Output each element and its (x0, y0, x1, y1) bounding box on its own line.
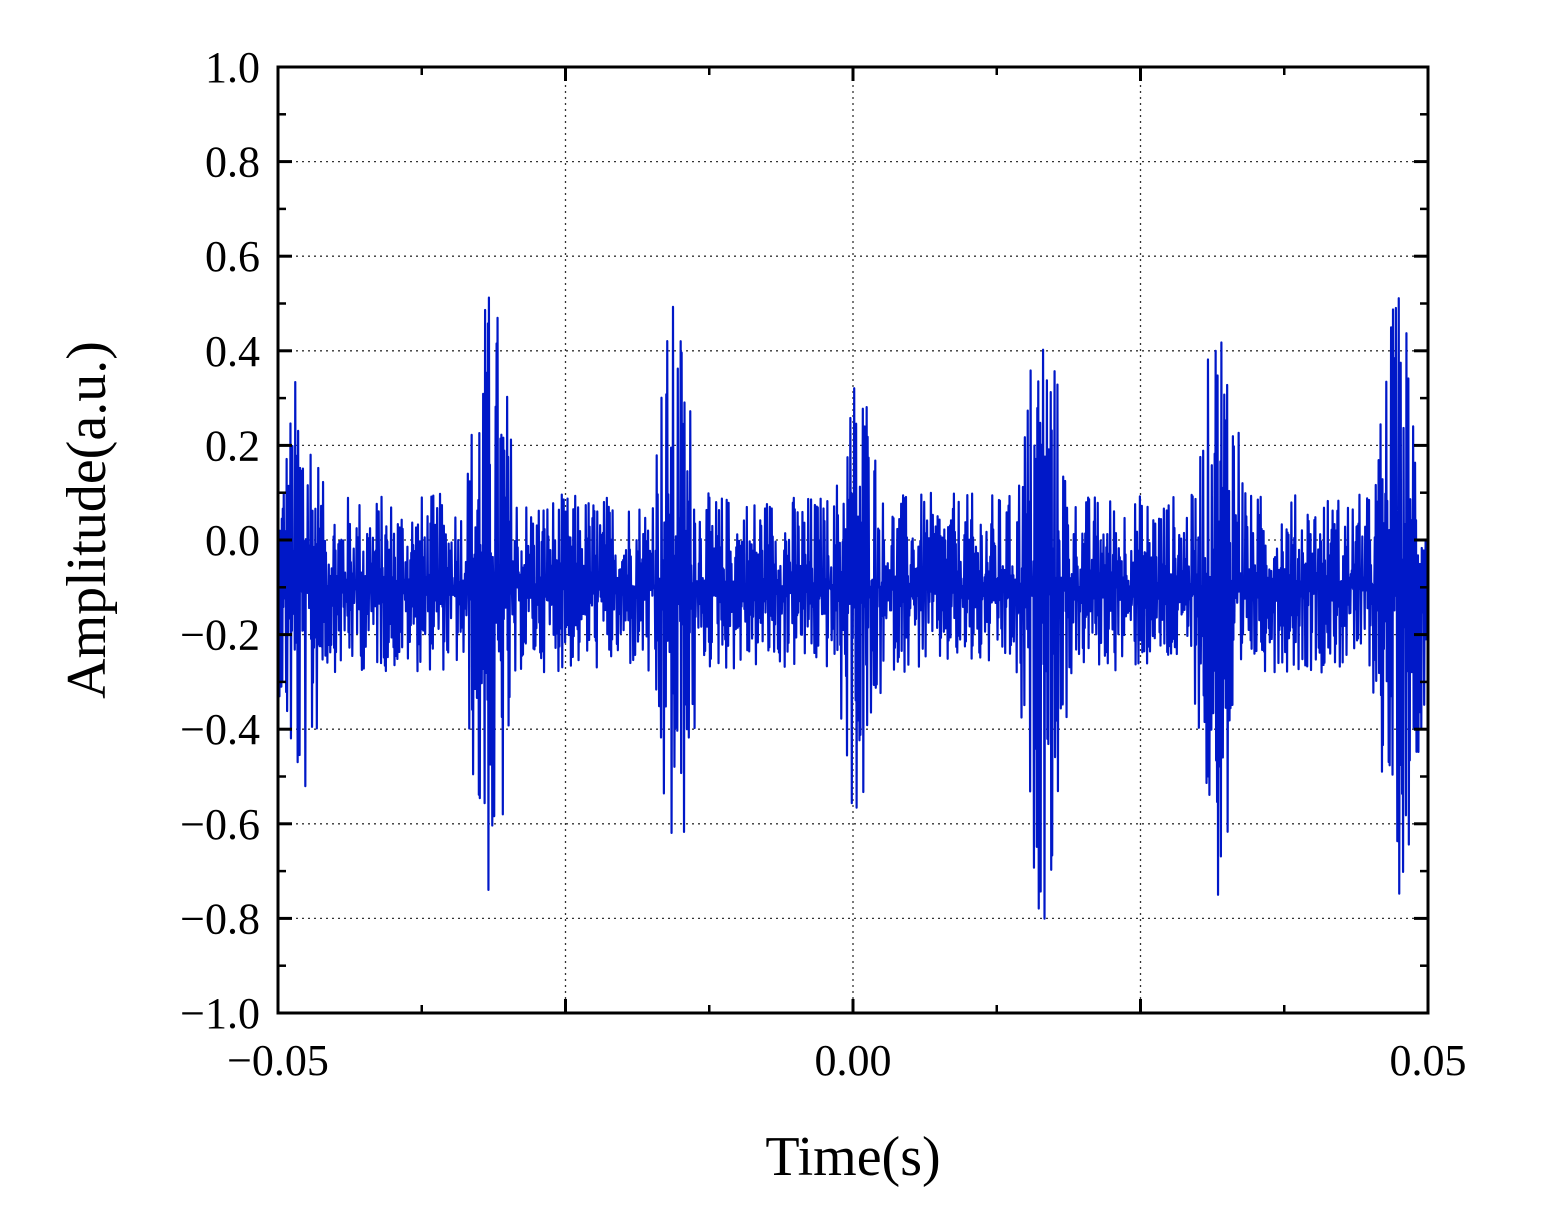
x-axis-title: Time(s) (765, 1126, 940, 1188)
y-tick-label: 0.2 (205, 421, 260, 470)
y-tick-label: 0.6 (205, 232, 260, 281)
y-tick-label: −0.8 (180, 894, 260, 943)
y-tick-label: −0.2 (180, 611, 260, 660)
y-tick-label: −0.6 (180, 800, 260, 849)
tick-labels: −0.05 0.00 0.05 −1.0 −0.8 −0.6 −0.4 −0.2 0.0 0.2 0… (180, 43, 1466, 1085)
axis-ticks (276, 65, 1430, 1015)
y-tick-label: 0.4 (205, 327, 260, 376)
grid (278, 67, 1428, 1013)
y-axis-title: Amplitude(a.u.) (56, 341, 118, 699)
x-tick-label: 0.00 (815, 1036, 892, 1085)
y-tick-label: 0.8 (205, 138, 260, 187)
y-tick-label: 1.0 (205, 43, 260, 92)
y-tick-label: −1.0 (180, 989, 260, 1038)
signal-series (276, 296, 1430, 920)
x-tick-label: 0.05 (1390, 1036, 1467, 1085)
x-tick-label: −0.05 (227, 1036, 329, 1085)
y-tick-label: 0.0 (205, 516, 260, 565)
y-tick-label: −0.4 (180, 705, 260, 754)
signal-line (276, 296, 1430, 920)
